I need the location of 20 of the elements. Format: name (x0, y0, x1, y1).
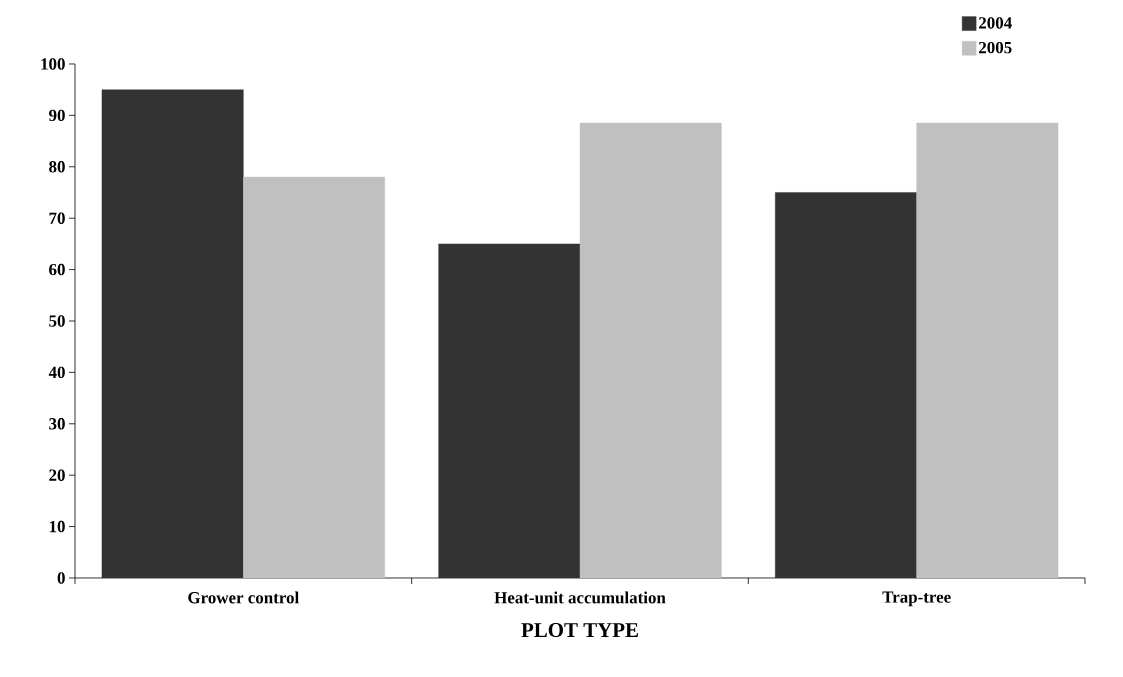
x-tick-label: Trap-tree (882, 591, 951, 607)
y-tick-label: 80 (49, 161, 65, 173)
legend-label: 2004 (979, 17, 1012, 29)
x-tick-label: Heat-unit accumulation (494, 591, 666, 604)
x-tick-label: Grower control (188, 591, 299, 604)
y-tick-label: 0 (57, 572, 65, 584)
legend-label: 2005 (979, 41, 1012, 54)
y-tick-label: 70 (49, 212, 65, 224)
bar (101, 89, 244, 578)
y-tick-label: 100 (41, 58, 65, 70)
y-tick-label: 50 (49, 315, 65, 327)
y-tick-label: 90 (49, 109, 65, 122)
y-tick-label: 60 (49, 263, 65, 276)
bar (775, 192, 917, 578)
x-axis-title: PLOT TYPE (521, 623, 638, 638)
y-tick-label: 20 (49, 469, 65, 481)
y-tick-label: 10 (49, 520, 65, 533)
y-tick-label: 40 (48, 366, 65, 379)
y-tick-label: 30 (49, 418, 65, 430)
bar (438, 243, 581, 578)
